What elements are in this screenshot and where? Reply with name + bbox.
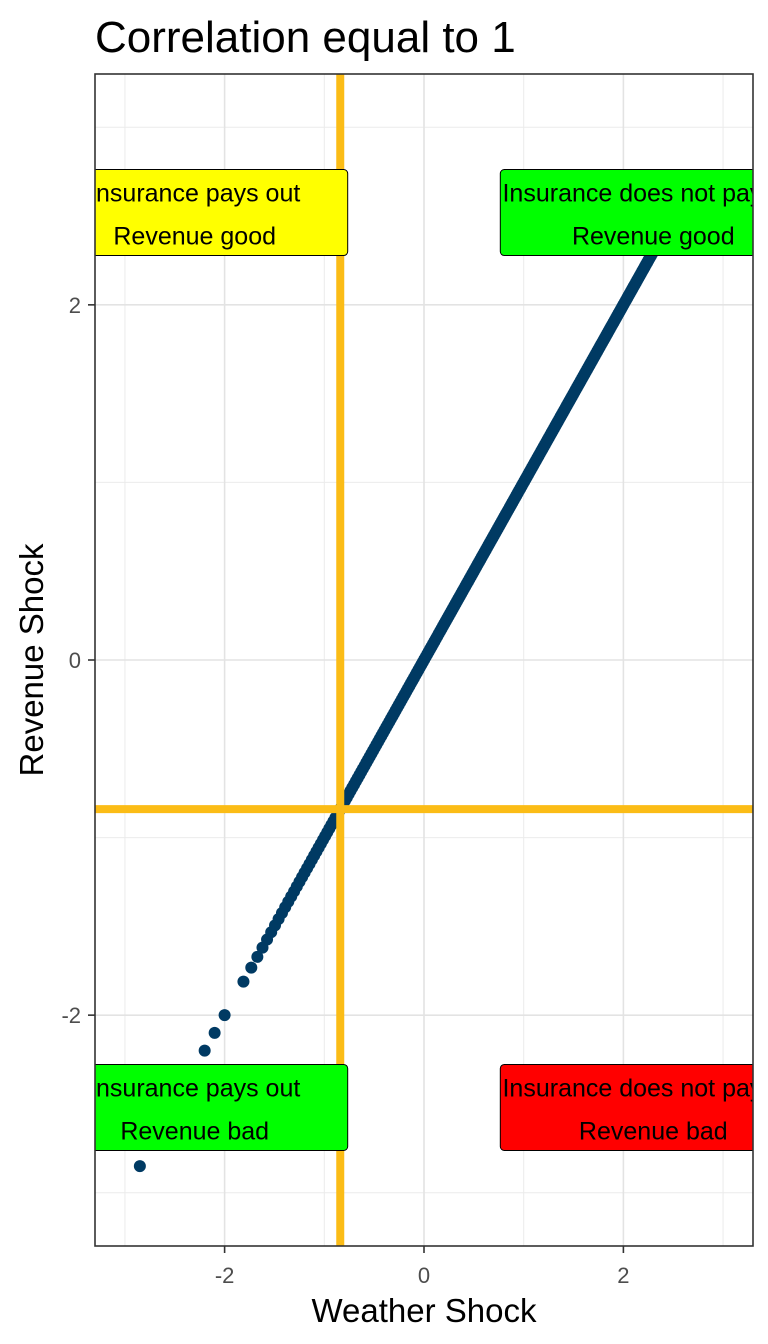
data-point (237, 976, 249, 988)
y-tick-label: 0 (69, 648, 81, 673)
annotation-line2: Revenue good (113, 223, 276, 251)
annotation-line1: Insurance does not pay out (502, 1074, 768, 1102)
data-point (219, 1009, 231, 1021)
x-tick-label: 2 (617, 1263, 629, 1288)
annotation-line2: Revenue good (572, 223, 735, 251)
annotation-line1: Insurance pays out (89, 180, 300, 208)
data-point (134, 1160, 146, 1172)
data-point (209, 1027, 221, 1039)
x-tick-label: 0 (418, 1263, 430, 1288)
annotation-box: Insurance pays out Revenue bad (42, 1064, 348, 1150)
data-point (199, 1045, 211, 1057)
annotation-box: Insurance does not pay out Revenue bad (500, 1064, 768, 1150)
annotation-box: Insurance pays out Revenue good (42, 170, 348, 256)
annotation-line1: Insurance does not pay out (502, 180, 768, 208)
annotation-box: Insurance does not pay out Revenue good (500, 170, 768, 256)
chart-title: Correlation equal to 1 (95, 13, 516, 62)
y-tick-label: -2 (61, 1003, 81, 1028)
annotation-line2: Revenue bad (120, 1117, 269, 1145)
annotation-line1: Insurance pays out (89, 1074, 300, 1102)
x-axis-title: Weather Shock (311, 1292, 537, 1329)
annotation-line2: Revenue bad (579, 1117, 728, 1145)
y-axis-title: Revenue Shock (13, 543, 50, 776)
y-tick-label: 2 (69, 293, 81, 318)
x-tick-label: -2 (215, 1263, 235, 1288)
data-point (245, 962, 257, 974)
